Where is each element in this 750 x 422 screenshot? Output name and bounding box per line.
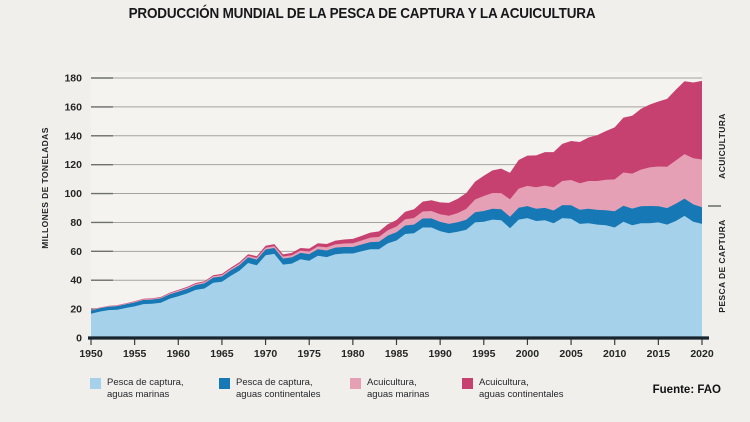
- y-tick-label: 120: [64, 159, 82, 171]
- y-tick-label: 20: [70, 304, 82, 316]
- source-attribution: Fuente: FAO: [652, 384, 721, 396]
- x-tick-label: 1980: [341, 348, 365, 360]
- legend-item-marine-aquaculture: Acuicultura, aguas marinas: [350, 377, 429, 400]
- y-tick-label: 140: [64, 130, 82, 142]
- x-tick-label: 2000: [516, 348, 540, 360]
- x-tick-label: 1995: [472, 348, 496, 360]
- area-series-0: [91, 215, 702, 338]
- x-tick-label: 1975: [298, 348, 322, 360]
- legend-swatch-marine-aquaculture: [350, 378, 361, 389]
- chart-title: PRODUCCIÓN MUNDIAL DE LA PESCA DE CAPTUR…: [128, 5, 596, 22]
- legend-item-inland-aquaculture: Acuicultura, aguas continentales: [462, 377, 564, 400]
- legend-line1: Acuicultura,: [367, 377, 417, 388]
- y-tick-label: 40: [70, 275, 82, 287]
- x-tick-label: 2020: [690, 348, 714, 360]
- x-tick-label: 1965: [210, 348, 234, 360]
- x-tick-label: 2010: [603, 348, 627, 360]
- x-tick-label: 1950: [79, 348, 103, 360]
- x-tick-label: 1955: [123, 348, 147, 360]
- x-axis-ticks-and-labels: 1950 1955 1960 1965 1970 1975 1980 1985 1990 1995…: [79, 339, 714, 360]
- stacked-areas: [91, 80, 702, 339]
- legend-item-marine-capture: Pesca de captura, aguas marinas: [90, 377, 184, 400]
- legend-line2: aguas continentales: [479, 388, 564, 400]
- legend-line1: Pesca de captura,: [236, 377, 313, 388]
- x-tick-label: 2005: [559, 348, 583, 360]
- legend-line1: Acuicultura,: [479, 377, 529, 388]
- y-tick-label: 160: [64, 101, 82, 113]
- side-label-pesca-de-captura: PESCA DE CAPTURA: [717, 219, 727, 313]
- legend-line1: Pesca de captura,: [107, 377, 184, 388]
- legend-label: Pesca de captura, aguas marinas: [107, 377, 184, 400]
- x-tick-label: 1970: [254, 348, 278, 360]
- y-tick-label: 0: [76, 333, 82, 345]
- legend-line2: aguas continentales: [236, 388, 321, 400]
- legend-item-inland-capture: Pesca de captura, aguas continentales: [219, 377, 321, 400]
- legend-label: Acuicultura, aguas marinas: [367, 377, 429, 400]
- y-tick-label: 100: [64, 188, 82, 200]
- axis-divider-dash: [708, 205, 721, 207]
- legend-line2: aguas marinas: [367, 388, 430, 400]
- x-tick-label: 1985: [385, 348, 409, 360]
- legend-line2: aguas marinas: [107, 388, 170, 400]
- legend-label: Acuicultura, aguas continentales: [479, 377, 564, 400]
- legend-swatch-inland-capture: [219, 378, 230, 389]
- x-tick-label: 1990: [428, 348, 452, 360]
- y-tick-label: 60: [70, 246, 82, 258]
- legend-swatch-inland-aquaculture: [462, 378, 473, 389]
- legend-label: Pesca de captura, aguas continentales: [236, 377, 321, 400]
- side-label-acuicultura: ACUICULTURA: [717, 113, 727, 179]
- y-tick-label: 180: [64, 73, 82, 85]
- legend-swatch-marine-capture: [90, 378, 101, 389]
- x-tick-label: 1960: [167, 348, 191, 360]
- x-tick-label: 2015: [647, 348, 671, 360]
- y-tick-label: 80: [70, 217, 82, 229]
